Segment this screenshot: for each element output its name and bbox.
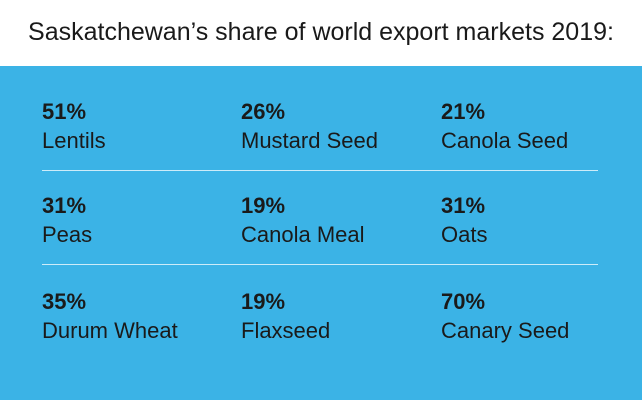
stat-label: Oats [441, 222, 488, 247]
row-divider [42, 264, 598, 265]
row-divider [42, 170, 598, 171]
stat-label: Durum Wheat [42, 318, 178, 343]
stat-item: 26% Mustard Seed [241, 98, 431, 156]
stats-row: 51% Lentils 26% Mustard Seed 21% Canola … [0, 98, 642, 176]
stats-row: 35% Durum Wheat 19% Flaxseed 70% Canary … [0, 288, 642, 366]
stat-label: Canola Seed [441, 128, 569, 153]
stat-label: Lentils [42, 128, 106, 153]
stat-percentage: 51% [42, 99, 87, 124]
stat-percentage: 31% [42, 193, 87, 218]
stat-item: 35% Durum Wheat [42, 288, 232, 346]
stat-label: Canary Seed [441, 318, 570, 343]
stat-item: 31% Peas [42, 192, 232, 250]
stat-item: 31% Oats [441, 192, 631, 250]
stat-percentage: 70% [441, 289, 486, 314]
stat-percentage: 31% [441, 193, 486, 218]
stat-label: Canola Meal [241, 222, 365, 247]
stat-item: 21% Canola Seed [441, 98, 631, 156]
stat-item: 19% Canola Meal [241, 192, 431, 250]
stat-percentage: 26% [241, 99, 286, 124]
stat-item: 51% Lentils [42, 98, 232, 156]
export-share-panel: 51% Lentils 26% Mustard Seed 21% Canola … [0, 66, 642, 400]
stats-row: 31% Peas 19% Canola Meal 31% Oats [0, 192, 642, 270]
page-title: Saskatchewan’s share of world export mar… [0, 0, 642, 64]
stat-item: 19% Flaxseed [241, 288, 431, 346]
stat-percentage: 19% [241, 289, 286, 314]
stat-label: Peas [42, 222, 93, 247]
stat-percentage: 35% [42, 289, 87, 314]
stat-label: Flaxseed [241, 318, 331, 343]
stat-percentage: 21% [441, 99, 486, 124]
stat-item: 70% Canary Seed [441, 288, 631, 346]
stat-percentage: 19% [241, 193, 286, 218]
stat-label: Mustard Seed [241, 128, 378, 153]
